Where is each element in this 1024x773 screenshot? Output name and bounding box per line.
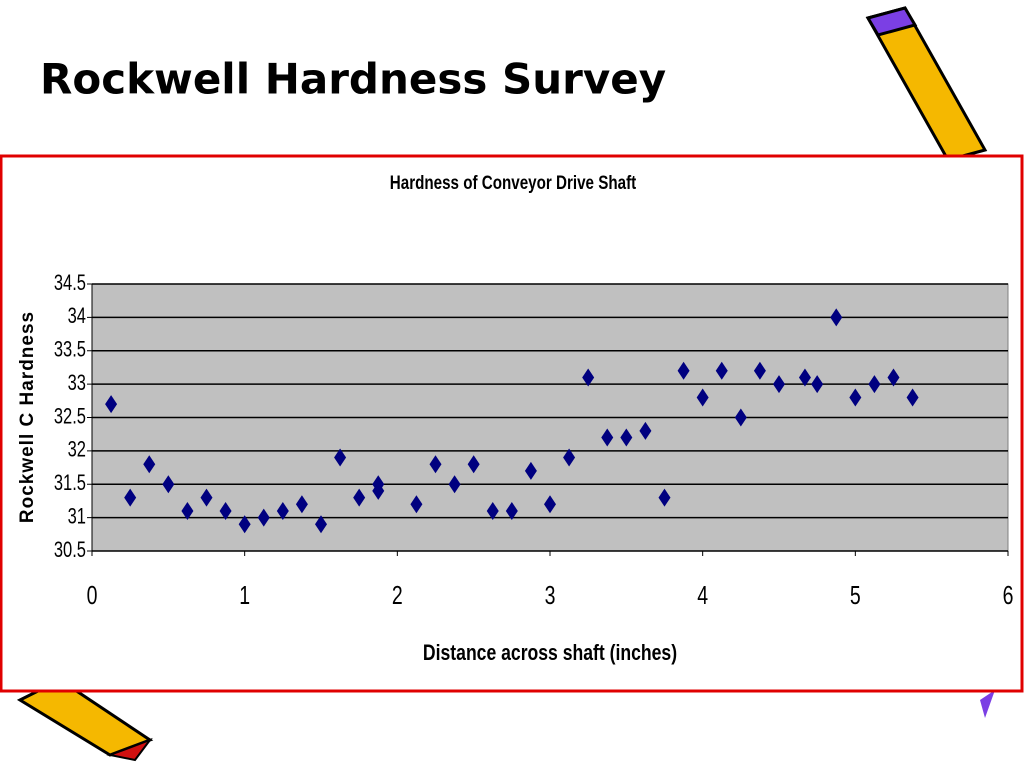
data-point xyxy=(448,475,461,494)
data-point xyxy=(798,368,811,387)
data-point xyxy=(219,501,232,520)
x-tick-label: 2 xyxy=(392,580,403,609)
data-point xyxy=(544,495,556,514)
y-tick-label: 30.5 xyxy=(54,538,86,563)
data-point xyxy=(429,455,442,474)
data-point xyxy=(563,448,576,467)
data-point xyxy=(620,428,633,447)
data-point xyxy=(734,408,747,427)
x-tick-label: 5 xyxy=(850,580,861,609)
data-point xyxy=(849,388,862,407)
data-point xyxy=(200,488,213,507)
y-tick-label: 31.5 xyxy=(54,471,86,496)
data-point xyxy=(295,495,308,514)
data-point xyxy=(696,388,709,407)
y-tick-label: 33 xyxy=(68,371,86,396)
data-point xyxy=(257,508,270,527)
x-tick-label: 1 xyxy=(239,580,250,609)
y-tick-label: 32.5 xyxy=(54,404,86,429)
data-point xyxy=(582,368,595,387)
y-tick-label: 31 xyxy=(68,504,86,529)
y-tick-label: 33.5 xyxy=(54,337,86,362)
y-tick-label: 34 xyxy=(68,304,87,329)
data-point xyxy=(601,428,614,447)
data-point xyxy=(486,501,499,520)
data-point xyxy=(467,455,480,474)
data-point xyxy=(124,488,137,507)
y-axis-label: Rockwell C Hardness xyxy=(17,311,38,523)
data-point xyxy=(276,501,289,520)
chart-title: Hardness of Conveyor Drive Shaft xyxy=(390,171,637,193)
data-point xyxy=(773,375,785,394)
data-point xyxy=(887,368,900,387)
data-point xyxy=(315,515,327,534)
data-point xyxy=(372,481,385,500)
data-point xyxy=(753,361,766,380)
slide-title: Rockwell Hardness Survey xyxy=(40,55,666,104)
data-point xyxy=(658,488,671,507)
data-point xyxy=(505,501,518,520)
data-point xyxy=(105,395,118,414)
x-tick-label: 4 xyxy=(697,580,708,609)
data-point xyxy=(906,388,919,407)
data-point xyxy=(639,421,652,440)
x-axis-label: Distance across shaft (inches) xyxy=(423,641,677,665)
data-point xyxy=(334,448,347,467)
y-tick-label: 34.5 xyxy=(54,271,86,296)
x-tick-label: 3 xyxy=(545,580,556,609)
data-point xyxy=(868,375,881,394)
data-point xyxy=(830,308,843,327)
y-tick-label: 32 xyxy=(68,437,86,462)
data-point xyxy=(353,488,366,507)
data-point xyxy=(162,475,175,494)
data-point xyxy=(143,455,156,474)
data-point xyxy=(811,375,824,394)
x-tick-label: 0 xyxy=(87,580,98,609)
data-point xyxy=(677,361,690,380)
data-point xyxy=(410,495,423,514)
data-point xyxy=(238,515,251,534)
x-tick-label: 6 xyxy=(1003,580,1014,609)
data-point xyxy=(524,461,537,480)
data-point xyxy=(181,501,194,520)
data-point xyxy=(715,361,728,380)
